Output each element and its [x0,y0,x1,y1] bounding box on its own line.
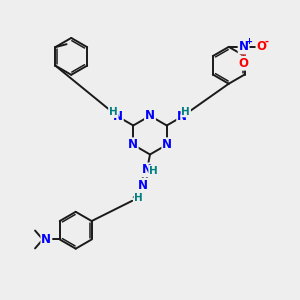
Text: H: H [182,106,190,116]
Text: N: N [238,40,249,53]
Text: -: - [265,37,269,46]
Text: O: O [238,57,249,70]
Text: H: H [149,166,158,176]
Text: N: N [145,109,155,122]
Text: +: + [245,37,253,46]
Text: N: N [41,233,51,246]
Text: N: N [113,110,123,123]
Text: N: N [162,138,172,151]
Text: O: O [256,40,266,53]
Text: H: H [134,193,143,203]
Text: N: N [142,164,152,176]
Text: N: N [138,179,148,192]
Text: N: N [177,110,187,123]
Text: N: N [128,138,138,151]
Text: H: H [109,107,118,117]
